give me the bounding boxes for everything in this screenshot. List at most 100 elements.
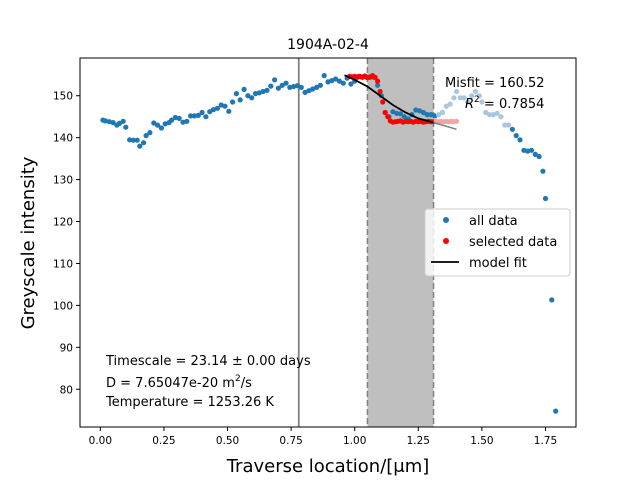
chart-title: 1904A-02-4 [287, 37, 369, 53]
all-data-point [123, 124, 129, 130]
all-data-point-faded [476, 93, 482, 99]
legend-label-model-fit: model fit [469, 256, 527, 271]
selected-data-point-faded [453, 118, 460, 124]
r2-value: = 0.7854 [480, 97, 545, 112]
all-data-point [147, 130, 153, 136]
r2-annotation: R2 = 0.7854 [465, 95, 544, 112]
all-data-point [241, 86, 247, 92]
x-axis-label: Traverse location/[μm] [226, 456, 430, 477]
all-data-point [321, 73, 327, 79]
model-fit-extension-line [433, 121, 457, 131]
all-data-point [333, 76, 339, 82]
all-data-point [287, 84, 293, 90]
all-data-point-faded [443, 103, 449, 109]
all-data-point [130, 137, 136, 143]
all-data-point-faded [439, 109, 446, 116]
all-data-point-faded [472, 88, 479, 95]
legend-marker-all-data [443, 217, 449, 223]
all-data-point [191, 113, 198, 119]
selected-data-point [375, 78, 381, 84]
y-tick-label: 120 [53, 217, 73, 229]
all-data-point [155, 122, 161, 128]
all-data-point-tail [540, 168, 546, 174]
all-data-point [210, 107, 217, 113]
all-data-point [143, 133, 149, 139]
all-data-point [249, 95, 255, 101]
all-data-point [272, 77, 278, 83]
all-data-point [340, 80, 346, 86]
y-axis: 80 90 100 110 120 130 140 150 [53, 91, 80, 396]
all-data-point [207, 109, 213, 115]
all-data-point [222, 103, 228, 109]
all-data-point [336, 78, 342, 84]
all-data-point [226, 108, 232, 114]
selected-data-point [385, 114, 391, 120]
all-data-point [134, 137, 140, 143]
all-data-point [317, 82, 323, 88]
all-data-point [230, 99, 236, 105]
all-data-point [116, 120, 122, 126]
all-data-point-faded [447, 101, 453, 107]
plot-frame [79, 57, 577, 428]
all-data-point [176, 115, 182, 121]
x-tick-label: 1.75 [534, 435, 557, 447]
y-axis-label: Greyscale intensity [18, 156, 39, 329]
y-tick-label: 140 [53, 133, 73, 145]
all-data-point [245, 93, 251, 99]
all-data-point-tail [528, 147, 535, 153]
x-tick-label: 1.25 [407, 435, 430, 447]
y-tick-label: 110 [53, 258, 73, 270]
all-data-point [264, 87, 270, 93]
all-data-point-faded [469, 93, 475, 99]
all-data-point-tail [517, 137, 523, 143]
all-data-point [184, 118, 190, 124]
all-data-point [195, 112, 201, 118]
all-data-point [397, 111, 404, 117]
all-data-point [214, 105, 220, 111]
all-data-point [314, 84, 320, 90]
all-data-point [203, 114, 209, 120]
model-fit-line [344, 74, 434, 124]
all-data-point [233, 91, 239, 97]
all-data-point [375, 82, 381, 88]
all-data-point [260, 88, 266, 95]
all-data-point [275, 85, 281, 91]
data-marks [100, 73, 559, 414]
all-data-point [102, 118, 108, 124]
all-data-point-tail [509, 126, 515, 132]
all-data-point [188, 113, 194, 119]
y-tick-label: 80 [60, 384, 73, 396]
all-data-point [237, 97, 243, 103]
selected-data-point [380, 99, 386, 105]
diffusivity-unit: /s [241, 376, 252, 391]
diffusivity-superscript: 2 [235, 374, 241, 384]
x-axis: 0.00 0.25 0.50 0.75 1.00 1.25 1.50 1.75 [89, 427, 557, 447]
y-tick-label: 90 [60, 342, 73, 354]
all-data-point [199, 109, 205, 116]
all-data-point [137, 143, 143, 149]
all-data-point [110, 120, 116, 126]
r2-superscript: 2 [474, 95, 480, 105]
all-data-point-tail [513, 133, 519, 139]
selected-data-point [372, 74, 378, 80]
all-data-point [279, 82, 285, 88]
x-tick-label: 0.00 [89, 435, 112, 447]
all-data-point-tail [549, 297, 555, 303]
y-tick-label: 100 [53, 300, 73, 312]
all-data-point-faded [451, 95, 457, 101]
x-tick-label: 0.75 [279, 435, 302, 447]
all-data-point [268, 83, 274, 89]
temperature-annotation: Temperature = 1253.26 K [105, 395, 274, 410]
diffusivity-annotation: D = 7.65047e-20 m2/s [106, 374, 252, 391]
legend-label-all-data: all data [469, 214, 518, 229]
x-tick-label: 0.25 [152, 435, 175, 447]
all-data-point-faded [453, 88, 460, 95]
all-data-point-faded [436, 112, 442, 118]
legend-marker-selected-data [443, 238, 449, 244]
timescale-annotation: Timescale = 23.14 ± 0.00 days [105, 354, 311, 369]
all-data-point [424, 112, 430, 118]
selected-data-point [382, 109, 388, 116]
misfit-annotation: Misfit = 160.52 [445, 76, 545, 91]
legend: all data selected data model fit [424, 208, 571, 277]
